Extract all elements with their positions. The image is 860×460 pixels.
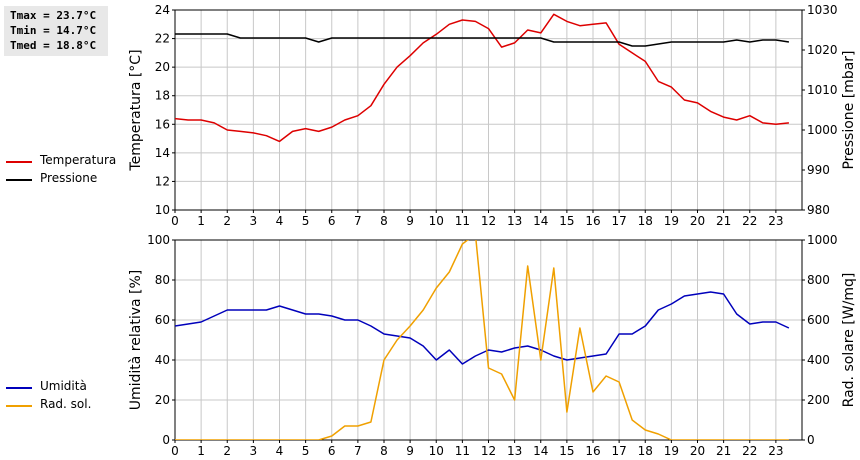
- series-line-temperatura: [175, 13, 789, 143]
- x-tick-label: 9: [406, 444, 414, 458]
- x-tick-label: 17: [611, 444, 626, 458]
- y-axis-label-left: Temperatura [°C]: [128, 49, 144, 171]
- tmax-label: Tmax = 23.7°C: [10, 9, 97, 22]
- x-tick-label: 1: [197, 214, 205, 228]
- x-tick-label: 20: [690, 214, 705, 228]
- y-left-tick-label: 20: [155, 60, 170, 74]
- x-tick-label: 19: [664, 444, 679, 458]
- x-tick-label: 0: [171, 444, 179, 458]
- y-axis-label-right: Rad. solare [W/mq]: [841, 273, 857, 408]
- y-right-tick-label: 1030: [807, 3, 838, 17]
- x-tick-label: 21: [716, 444, 731, 458]
- legend-label-humidity: Umidità: [40, 379, 87, 393]
- legend-label-temperature: Temperatura: [40, 153, 117, 167]
- legend-swatch-humidity: [6, 387, 32, 389]
- y-left-tick-label: 24: [155, 3, 170, 17]
- y-right-tick-label: 1000: [807, 123, 838, 137]
- y-right-tick-label: 1000: [807, 233, 838, 247]
- x-tick-label: 16: [585, 444, 600, 458]
- x-tick-label: 8: [380, 444, 388, 458]
- y-left-tick-label: 80: [155, 273, 170, 287]
- x-tick-label: 6: [328, 444, 336, 458]
- y-right-tick-label: 1020: [807, 43, 838, 57]
- x-tick-label: 18: [638, 214, 653, 228]
- y-right-tick-label: 980: [807, 203, 830, 217]
- x-tick-label: 4: [276, 214, 284, 228]
- y-left-tick-label: 14: [155, 146, 170, 160]
- legend-label-radiation: Rad. sol.: [40, 397, 92, 411]
- x-tick-label: 2: [223, 444, 231, 458]
- x-tick-label: 21: [716, 214, 731, 228]
- x-tick-label: 5: [302, 444, 310, 458]
- y-left-tick-label: 0: [162, 433, 170, 447]
- x-tick-label: 12: [481, 214, 496, 228]
- x-tick-label: 3: [250, 214, 258, 228]
- x-tick-label: 14: [533, 214, 548, 228]
- x-tick-label: 14: [533, 444, 548, 458]
- chart-top: 0 1 2 3 4 5 6 7 8 9 10 11 12 13 14 15 16 17 18 19 20 21 22 2310…: [128, 3, 857, 228]
- y-right-tick-label: 600: [807, 313, 830, 327]
- x-tick-label: 5: [302, 214, 310, 228]
- tmed-label: Tmed = 18.8°C: [10, 39, 97, 52]
- x-tick-label: 10: [429, 444, 444, 458]
- x-tick-label: 9: [406, 214, 414, 228]
- x-tick-label: 1: [197, 444, 205, 458]
- legend-label-pressure: Pressione: [40, 171, 98, 185]
- x-tick-label: 15: [559, 444, 574, 458]
- y-axis-label-left: Umidità relativa [%]: [128, 270, 144, 411]
- x-tick-label: 11: [455, 444, 470, 458]
- series-line-rad-sol: [175, 240, 789, 440]
- y-left-tick-label: 12: [155, 174, 170, 188]
- x-tick-label: 0: [171, 214, 179, 228]
- y-left-tick-label: 22: [155, 32, 170, 46]
- x-tick-label: 16: [585, 214, 600, 228]
- y-right-tick-label: 200: [807, 393, 830, 407]
- plot-frame-top: [174, 9, 803, 211]
- x-tick-label: 23: [768, 444, 783, 458]
- x-tick-label: 18: [638, 444, 653, 458]
- x-tick-label: 10: [429, 214, 444, 228]
- x-tick-label: 22: [742, 444, 757, 458]
- y-left-tick-label: 40: [155, 353, 170, 367]
- x-tick-label: 4: [276, 444, 284, 458]
- legend-swatch-radiation: [6, 405, 32, 407]
- series-line-pressione: [175, 33, 790, 47]
- x-tick-label: 7: [354, 444, 362, 458]
- x-tick-label: 3: [250, 444, 258, 458]
- tmin-label: Tmin = 14.7°C: [10, 24, 97, 37]
- y-right-tick-label: 1010: [807, 83, 838, 97]
- y-right-tick-label: 400: [807, 353, 830, 367]
- y-left-tick-label: 20: [155, 393, 170, 407]
- x-tick-label: 6: [328, 214, 336, 228]
- x-tick-label: 13: [507, 214, 522, 228]
- x-tick-label: 22: [742, 214, 757, 228]
- chart-bottom: 0 1 2 3 4 5 6 7 8 9 10 11 12 13 14 15 16 17 18 19 20 21 22 2302…: [128, 233, 857, 458]
- series-line-umidit: [175, 291, 790, 365]
- stats-box: Tmax = 23.7°C Tmin = 14.7°C Tmed = 18.8°…: [4, 6, 108, 56]
- y-left-tick-label: 100: [147, 233, 170, 247]
- y-axis-label-right: Pressione [mbar]: [841, 50, 857, 169]
- y-left-tick-label: 18: [155, 89, 170, 103]
- y-left-tick-label: 10: [155, 203, 170, 217]
- x-tick-label: 13: [507, 444, 522, 458]
- y-left-tick-label: 16: [155, 117, 170, 131]
- x-tick-label: 15: [559, 214, 574, 228]
- legend-swatch-pressure: [6, 179, 32, 181]
- y-right-tick-label: 800: [807, 273, 830, 287]
- y-right-tick-label: 990: [807, 163, 830, 177]
- x-tick-label: 17: [611, 214, 626, 228]
- x-tick-label: 8: [380, 214, 388, 228]
- x-tick-label: 7: [354, 214, 362, 228]
- y-right-tick-label: 0: [807, 433, 815, 447]
- x-tick-label: 23: [768, 214, 783, 228]
- x-tick-label: 20: [690, 444, 705, 458]
- x-tick-label: 11: [455, 214, 470, 228]
- legend-swatch-temperature: [6, 161, 32, 163]
- plot-frame-bottom: [174, 239, 803, 441]
- x-tick-label: 2: [223, 214, 231, 228]
- x-tick-label: 12: [481, 444, 496, 458]
- x-tick-label: 19: [664, 214, 679, 228]
- y-left-tick-label: 60: [155, 313, 170, 327]
